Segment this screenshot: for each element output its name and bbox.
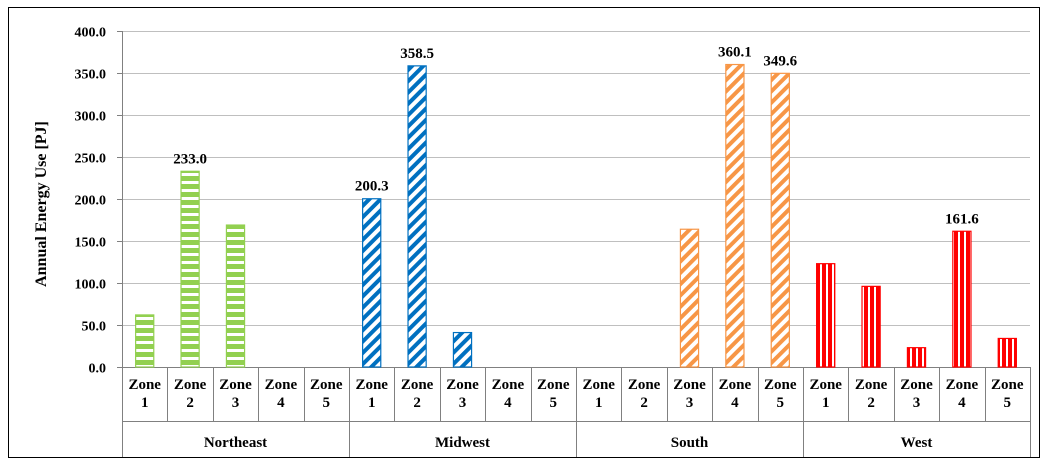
bar-midwest-zone-1 [362,198,382,368]
y-tick-label: 300.0 [75,110,107,125]
y-tick-label: 250.0 [75,152,107,167]
category-label-line1: Zone [219,377,252,393]
y-tick-label: 200.0 [75,194,107,209]
y-tick-label: 50.0 [82,320,107,335]
category-label-line1: Zone [174,377,207,393]
category-label-line2: 4 [277,395,285,411]
y-tick-label: 0.0 [89,362,107,377]
category-label-line2: 2 [640,395,648,411]
category-label-line2: 2 [867,395,875,411]
region-label-south: South [671,435,709,451]
category-label-line2: 4 [731,395,739,411]
region-label-west: West [901,435,933,451]
bar-west-zone-2 [861,285,881,368]
category-label-line2: 3 [459,395,467,411]
y-tick-label: 350.0 [75,68,107,83]
bar-south-zone-5 [770,72,790,368]
bar-south-zone-3 [679,228,700,368]
bar-midwest-zone-3 [452,331,473,368]
category-label-line2: 5 [1004,395,1012,411]
category-label-line1: Zone [446,377,479,393]
category-label-line1: Zone [582,377,615,393]
category-label-line2: 5 [550,395,558,411]
category-label-line1: Zone [900,377,933,393]
bar-northeast-zone-2 [180,170,200,368]
category-label-line1: Zone [946,377,979,393]
category-label-line1: Zone [355,377,388,393]
category-label-line2: 1 [141,395,149,411]
category-label-line2: 1 [368,395,376,411]
data-label: 161.6 [945,211,979,227]
bar-south-zone-4 [725,63,745,368]
category-label-line2: 5 [777,395,785,411]
category-label-line2: 5 [323,395,331,411]
y-axis-title: Annual Energy Use [PJ] [33,121,50,287]
category-label-line1: Zone [809,377,842,393]
region-label-midwest: Midwest [435,435,490,451]
category-label-line1: Zone [310,377,343,393]
category-label-line2: 3 [686,395,694,411]
bar-west-zone-1 [816,263,836,368]
y-tick-label: 400.0 [75,26,107,41]
category-label-line1: Zone [401,377,434,393]
category-label-line2: 3 [232,395,240,411]
y-tick-label: 100.0 [75,278,107,293]
bar-west-zone-5 [997,337,1017,368]
category-label-line1: Zone [719,377,752,393]
bar-northeast-zone-3 [225,224,246,368]
data-label: 233.0 [173,151,207,167]
labels: Zone 1 233.0 Zone 2 Zone 3 Zone 4 Zone 5 Northeast 2… [128,45,1023,451]
category-label-line2: 2 [186,395,194,411]
data-label: 360.1 [718,45,752,61]
category-label-line1: Zone [991,377,1024,393]
bar-northeast-zone-1 [135,314,155,368]
y-tick-label: 150.0 [75,236,107,251]
category-label-line2: 1 [822,395,830,411]
data-label: 358.5 [400,46,434,62]
category-label-line2: 4 [958,395,966,411]
bar-midwest-zone-2 [407,65,427,368]
category-label-line1: Zone [855,377,888,393]
category-label-line1: Zone [537,377,570,393]
category-label-line1: Zone [628,377,661,393]
category-label-line1: Zone [764,377,797,393]
category-label-line1: Zone [128,377,161,393]
bar-west-zone-4 [952,230,972,368]
category-label-line1: Zone [492,377,525,393]
category-label-line2: 1 [595,395,603,411]
chart-border [8,7,1040,458]
data-label: 349.6 [763,53,797,69]
data-label: 200.3 [355,179,389,195]
category-label-line2: 4 [504,395,512,411]
category-label-line1: Zone [265,377,298,393]
bar-west-zone-3 [906,347,927,368]
category-label-line2: 3 [913,395,921,411]
bars [135,63,1017,368]
region-label-northeast: Northeast [204,435,267,451]
category-label-line1: Zone [673,377,706,393]
category-label-line2: 2 [413,395,421,411]
